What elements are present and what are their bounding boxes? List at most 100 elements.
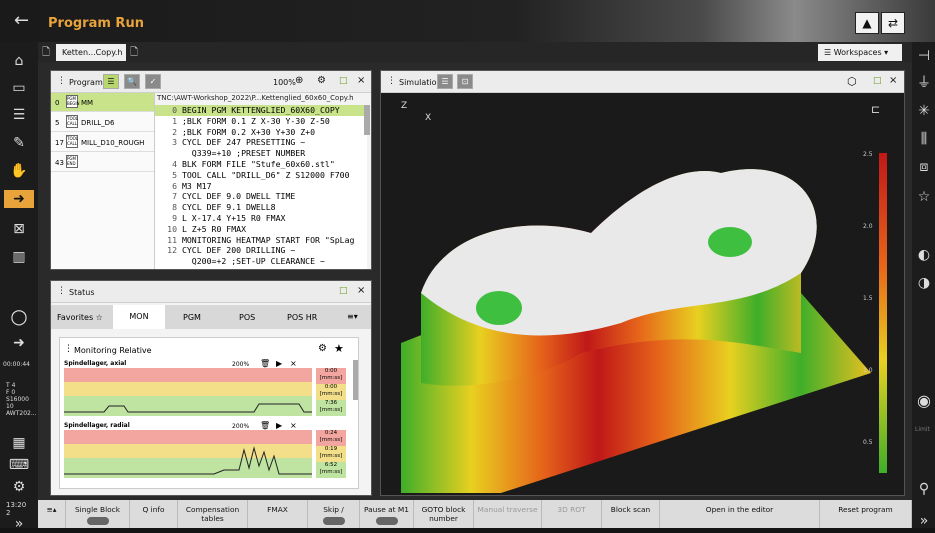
gear-icon[interactable]: ⚙	[317, 75, 326, 86]
zoom-icon[interactable]: ⊕	[295, 75, 304, 86]
code-line[interactable]: 12 CYCL DEF 200 DRILLING ~	[167, 245, 296, 256]
softkey-manual-traverse[interactable]: Manual traverse	[474, 500, 542, 528]
spindle-override-icon[interactable]: ◑	[917, 275, 931, 291]
table-icon[interactable]: ☰	[12, 107, 26, 123]
expand-icon[interactable]: »	[14, 516, 24, 532]
code-line[interactable]: 0 BEGIN PGM KETTENGLIED_60X60_COPY	[155, 105, 367, 116]
simulation-viewport[interactable]: Z X ⊏ 2.5 2.0 1.5 1.0 0.5	[381, 93, 904, 495]
spindle-icon[interactable]: ⊣	[917, 48, 931, 64]
expand-right-icon[interactable]: »	[919, 513, 929, 529]
switch-mode-icon[interactable]: ⇄	[881, 12, 905, 34]
code-line[interactable]: 3 CYCL DEF 247 PRESETTING ~	[172, 137, 306, 148]
code-line[interactable]: 4 BLK FORM FILE "Stufe_60x60.stl"	[172, 158, 335, 169]
cube-view-icon[interactable]: ⬡	[847, 75, 857, 88]
delete-icon[interactable]: 🗑	[260, 359, 271, 368]
drag-handle-icon[interactable]: ⋮	[57, 76, 66, 86]
home-icon[interactable]: ⌂	[14, 53, 24, 69]
tab-mon[interactable]: MON	[113, 305, 165, 329]
user-icon[interactable]: ⚲	[918, 481, 930, 497]
code-line[interactable]: 7 CYCL DEF 9.0 DWELL TIME	[172, 191, 296, 202]
new-tab-icon[interactable]: 🗋	[130, 47, 139, 58]
maximize-icon[interactable]: □	[339, 76, 348, 86]
toggle-switch[interactable]	[86, 517, 109, 525]
softkey-reset-program[interactable]: Reset program	[820, 500, 912, 528]
speed-dial-icon[interactable]: ◉	[917, 391, 931, 410]
coolant-icon[interactable]: ✳	[918, 103, 930, 119]
circle-icon[interactable]: ○	[10, 304, 28, 328]
run-arrow-icon[interactable]: ➜	[13, 335, 25, 351]
structure-item[interactable]: 17 TOOL CALL MILL_D10_ROUGH	[51, 133, 154, 152]
drag-handle-icon[interactable]: ⋮	[57, 286, 66, 296]
check-icon[interactable]: ✓	[145, 74, 161, 89]
close-icon[interactable]: ×	[290, 421, 297, 430]
calculator-icon[interactable]: ⊠	[13, 221, 25, 237]
program-edit-icon[interactable]: ✎	[13, 135, 25, 151]
code-line[interactable]: 8 CYCL DEF 9.1 DWELL8	[172, 202, 276, 213]
code-line[interactable]: 11 MONITORING HEATMAP START FOR "SpLag	[167, 234, 355, 245]
softkey-pause-at-m1[interactable]: Pause at M1	[360, 500, 414, 528]
list-view-icon[interactable]: ☰	[437, 74, 453, 89]
structure-item[interactable]: 0 PGM BEGIN MM	[51, 93, 154, 112]
softkey-skip[interactable]: Skip /	[308, 500, 360, 528]
code-line[interactable]: 9 L X-17.4 Y+15 R0 FMAX	[172, 212, 286, 223]
list-view-icon[interactable]: ☰	[103, 74, 119, 89]
close-icon[interactable]: ×	[889, 75, 898, 86]
drag-handle-icon[interactable]: ⋮	[387, 76, 396, 86]
dwell-icon[interactable]: ⫼	[920, 131, 928, 147]
play-icon[interactable]: ▶	[276, 359, 283, 368]
tab-pos-hr[interactable]: POS HR	[287, 313, 318, 322]
code-line[interactable]: Q339=+10 ;PRESET NUMBER	[181, 148, 306, 159]
back-arrow-icon[interactable]: ←	[14, 10, 30, 31]
tab-pgm[interactable]: PGM	[183, 313, 201, 322]
tab-pos[interactable]: POS	[239, 313, 256, 322]
softkey-menu-icon[interactable]: ≡▴	[38, 500, 66, 528]
close-icon[interactable]: ×	[357, 75, 366, 86]
user-settings-icon[interactable]: ⚙	[12, 479, 26, 495]
search-icon[interactable]: 🔍	[124, 74, 140, 89]
code-scrollbar[interactable]	[364, 105, 370, 135]
tool-icon[interactable]: ⧈	[919, 159, 929, 175]
structure-item[interactable]: 43 PGM END	[51, 153, 154, 172]
code-line[interactable]: 6 M3 M17	[172, 180, 212, 191]
softkey-q-info[interactable]: Q info	[130, 500, 178, 528]
warning-triangle-icon[interactable]: ▲	[855, 12, 879, 34]
feed-override-icon[interactable]: ◐	[917, 247, 931, 263]
more-tabs-icon[interactable]: ≡▾	[347, 312, 358, 321]
maximize-icon[interactable]: □	[339, 286, 348, 296]
softkey-3d-rot[interactable]: 3D ROT	[542, 500, 602, 528]
tab-favorites[interactable]: Favorites ☆	[57, 313, 103, 322]
folder-icon[interactable]: ▭	[12, 80, 26, 96]
code-editor[interactable]: 0 BEGIN PGM KETTENGLIED_60X60_COPY 1 ;BLK…	[155, 105, 367, 269]
code-line[interactable]: 10 L Z+5 R0 FMAX	[167, 223, 247, 234]
maximize-icon[interactable]: □	[873, 76, 882, 86]
workspaces-menu[interactable]: ☰ Workspaces ▾	[818, 44, 902, 61]
keypad-icon[interactable]: ▦	[12, 435, 26, 451]
structure-item[interactable]: 5 TOOL CALL DRILL_D6	[51, 113, 154, 132]
toolbox-icon[interactable]: ⊡	[457, 74, 473, 89]
code-line[interactable]: Q200=+2 ;SET-UP CLEARANCE ~	[181, 256, 325, 267]
softkey-goto-block-number[interactable]: GOTO block number	[414, 500, 474, 528]
play-icon[interactable]: ▶	[276, 421, 283, 430]
softkey-fmax[interactable]: FMAX	[248, 500, 308, 528]
manual-hand-icon[interactable]: ✋	[10, 163, 28, 179]
plug-icon[interactable]: ⏚	[917, 75, 931, 91]
softkey-single-block[interactable]: Single Block	[66, 500, 130, 528]
program-run-icon[interactable]: ➜	[4, 190, 34, 208]
star-icon[interactable]: ★	[334, 342, 344, 355]
keyboard-icon[interactable]: ⌨	[8, 457, 30, 473]
close-icon[interactable]: ×	[290, 359, 297, 368]
toggle-switch[interactable]	[322, 517, 345, 525]
tool-shape-icon[interactable]: ⊏	[871, 103, 881, 116]
tab-program-file[interactable]: Ketten...Copy.h ×	[56, 44, 126, 74]
delete-icon[interactable]: 🗑	[260, 421, 271, 430]
softkey-compensation-tables[interactable]: Compensation tables	[178, 500, 248, 528]
monitor-scrollbar[interactable]	[353, 360, 358, 400]
gear-icon[interactable]: ⚙	[318, 343, 327, 354]
chart-icon[interactable]: ▥	[12, 249, 26, 265]
code-line[interactable]: 5 TOOL CALL "DRILL_D6" Z S12000 F700	[172, 169, 350, 180]
code-line[interactable]: 2 ;BLK FORM 0.2 X+30 Y+30 Z+0	[172, 126, 316, 137]
code-line[interactable]: 1 ;BLK FORM 0.1 Z X-30 Y-30 Z-50	[172, 115, 330, 126]
softkey-block-scan[interactable]: Block scan	[602, 500, 660, 528]
drag-handle-icon[interactable]: ⋮	[64, 344, 73, 354]
close-icon[interactable]: ×	[357, 285, 366, 296]
